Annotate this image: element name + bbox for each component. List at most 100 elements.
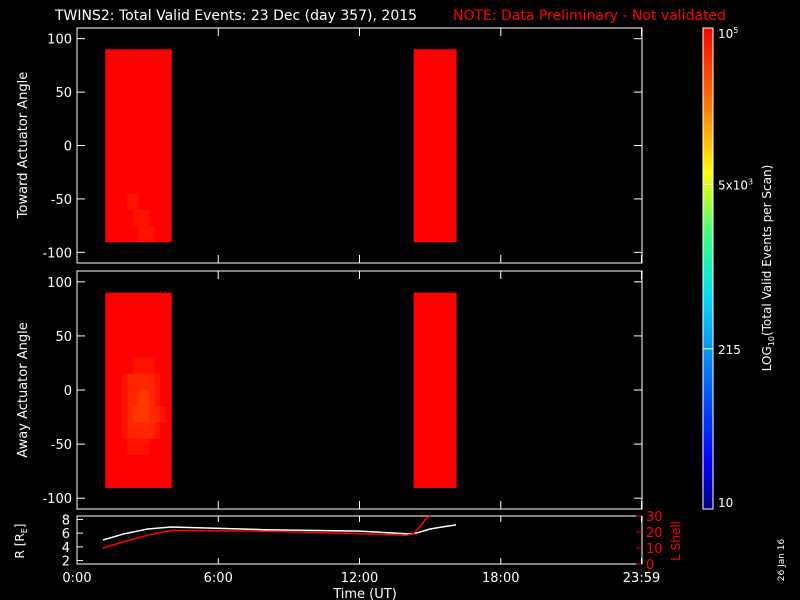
heatmap-cell xyxy=(417,129,422,147)
heatmap-cell xyxy=(143,390,150,407)
heatmap-cell xyxy=(143,373,150,391)
heatmap-cell xyxy=(110,97,117,115)
heatmap-cell xyxy=(427,341,432,359)
heatmap-cell xyxy=(434,341,439,359)
heatmap-cell xyxy=(165,357,172,375)
heatmap-cell xyxy=(138,454,145,472)
side-date: 26 Jan 16 xyxy=(777,538,787,581)
heatmap-cell xyxy=(431,113,436,131)
heatmap-cell xyxy=(165,129,172,147)
heatmap-cell xyxy=(138,209,145,227)
heatmap-cell xyxy=(116,209,123,227)
heatmap-cell xyxy=(427,373,432,391)
heatmap-cell xyxy=(143,177,150,195)
heatmap-cell xyxy=(149,292,156,310)
heatmap-cell xyxy=(431,471,436,488)
away-ylabel: Away Actuator Angle xyxy=(16,322,31,457)
heatmap-cell xyxy=(110,177,117,195)
heatmap-cell xyxy=(116,65,123,83)
heatmap-cell xyxy=(452,454,457,472)
heatmap-cell xyxy=(417,193,422,211)
heatmap-cell xyxy=(160,390,167,407)
heatmap-cell xyxy=(431,406,436,424)
heatmap-cell xyxy=(132,308,139,326)
ytick-label: -100 xyxy=(42,492,72,507)
heatmap-cell xyxy=(420,65,425,83)
colorbar-label-prefix: LOG xyxy=(760,346,774,371)
heatmap-cell xyxy=(160,373,167,391)
heatmap-cell xyxy=(138,177,145,195)
heatmap-cell xyxy=(452,97,457,115)
heatmap-cell xyxy=(143,454,150,472)
heatmap-cell xyxy=(127,65,134,83)
heatmap-cell xyxy=(438,325,443,342)
time-axis: 0:00 6:00 12:00 18:00 23:59 xyxy=(62,571,660,586)
heatmap-cell xyxy=(149,145,156,163)
heatmap-cell xyxy=(424,308,429,326)
heatmap-cell xyxy=(149,129,156,147)
heatmap-cell xyxy=(132,97,139,115)
heatmap-cell xyxy=(448,422,454,440)
heatmap-cell xyxy=(434,373,439,391)
heatmap-cell xyxy=(424,373,429,391)
ytick-label: 0 xyxy=(64,384,72,399)
heatmap-cell xyxy=(417,471,422,488)
heatmap-cell xyxy=(413,81,418,99)
heatmap-cell xyxy=(413,209,418,227)
xtick-label: 6:00 xyxy=(204,571,233,586)
heatmap-cell xyxy=(143,471,150,488)
heatmap-cell xyxy=(132,193,139,211)
heatmap-cell xyxy=(143,325,150,342)
heatmap-cell xyxy=(138,422,145,440)
heatmap-cell xyxy=(127,308,134,326)
heatmap-cell xyxy=(165,406,172,424)
ytick-label: 100 xyxy=(47,33,72,48)
heatmap-cell xyxy=(441,406,447,424)
orbit-ylabel-left: R [RE] xyxy=(13,524,29,559)
heatmap-cell xyxy=(149,373,156,391)
heatmap-cell xyxy=(424,225,429,243)
heatmap-cell xyxy=(452,225,457,243)
heatmap-cell xyxy=(121,454,128,472)
heatmap-cell xyxy=(149,209,156,227)
toward-block-0 xyxy=(105,49,172,243)
heatmap-cell xyxy=(121,471,128,488)
heatmap-cell xyxy=(452,81,457,99)
heatmap-cell xyxy=(138,325,145,342)
heatmap-cell xyxy=(116,341,123,359)
heatmap-cell xyxy=(138,129,145,147)
heatmap-cell xyxy=(434,145,439,163)
heatmap-cell xyxy=(116,471,123,488)
heatmap-cell xyxy=(413,129,418,147)
heatmap-cell xyxy=(413,325,418,342)
heatmap-cell xyxy=(427,145,432,163)
ytick-label: 50 xyxy=(55,330,72,345)
heatmap-cell xyxy=(424,161,429,179)
heatmap-cell xyxy=(121,438,128,456)
heatmap-cell xyxy=(434,308,439,326)
heatmap-cell xyxy=(110,113,117,131)
heatmap-cell xyxy=(132,129,139,147)
heatmap-cell xyxy=(448,406,454,424)
heatmap-cell xyxy=(420,209,425,227)
away-block-1 xyxy=(413,292,457,488)
heatmap-cell xyxy=(138,193,145,211)
heatmap-cell xyxy=(110,225,117,243)
heatmap-cell xyxy=(105,97,112,115)
heatmap-cell xyxy=(431,81,436,99)
heatmap-cell xyxy=(149,341,156,359)
heatmap-cell xyxy=(105,292,112,310)
heatmap-cell xyxy=(121,81,128,99)
heatmap-cell xyxy=(434,406,439,424)
r-earth-line xyxy=(102,524,457,541)
orbit-ylabel-left-close: ] xyxy=(13,524,27,529)
heatmap-cell xyxy=(448,471,454,488)
heatmap-cell xyxy=(452,292,457,310)
heatmap-cell xyxy=(138,390,145,407)
heatmap-cell xyxy=(132,422,139,440)
heatmap-cell xyxy=(160,438,167,456)
heatmap-cell xyxy=(160,193,167,211)
heatmap-cell xyxy=(116,129,123,147)
ytick-label: 100 xyxy=(47,276,72,291)
ytick-label: 0 xyxy=(64,140,72,155)
